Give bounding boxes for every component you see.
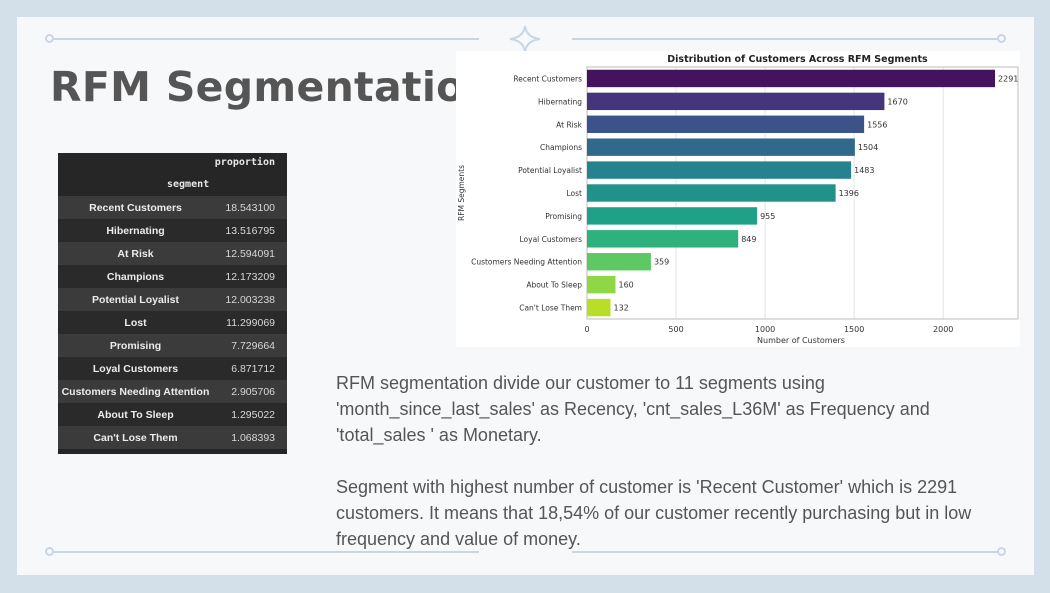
table-row: Champions 12.173209 (58, 265, 287, 288)
bar (587, 115, 865, 133)
table-row: Lost 11.299069 (58, 311, 287, 334)
x-tick-label: 1500 (844, 325, 864, 334)
chart-svg: 2291 Recent Customers 1670 Hibernating 1556 A… (457, 54, 1019, 345)
y-tick-label: Loyal Customers (520, 235, 583, 244)
y-tick-label: About To Sleep (526, 281, 582, 290)
bar (587, 275, 616, 294)
bar (587, 184, 836, 202)
segment-name-cell: Potential Loyalist (92, 293, 179, 306)
bar (587, 138, 855, 156)
x-tick-label: 0 (584, 325, 589, 334)
top-rule-right-dot (997, 34, 1006, 43)
y-tick-label: Customers Needing Attention (471, 258, 582, 267)
bottom-rule-right (572, 551, 1002, 553)
table-row: Can't Lose Them 1.068393 (58, 426, 287, 449)
segment-name-cell: About To Sleep (97, 408, 174, 421)
bar (587, 92, 885, 111)
y-tick-label: Can't Lose Them (519, 304, 582, 313)
segment-name-cell: Hibernating (106, 224, 165, 237)
bottom-rule-left-dot (45, 547, 54, 556)
description: RFM segmentation divide our customer to … (336, 370, 996, 552)
description-paragraph-1: RFM segmentation divide our customer to … (336, 373, 930, 445)
y-tick-label: Hibernating (538, 97, 582, 106)
bar-value-label: 160 (618, 281, 633, 290)
bar-value-label: 132 (614, 304, 629, 313)
segment-name-cell: Recent Customers (89, 201, 182, 214)
proportion-cell: 1.295022 (231, 408, 275, 421)
x-tick-label: 1000 (755, 325, 775, 334)
bottom-rule-right-dot (997, 547, 1006, 556)
proportion-cell: 7.729664 (231, 339, 275, 352)
bar-value-label: 2291 (998, 74, 1018, 83)
y-axis-label: RFM Segments (457, 165, 466, 221)
bar-value-label: 1504 (858, 143, 878, 152)
table-row: About To Sleep 1.295022 (58, 403, 287, 426)
y-tick-label: Potential Loyalist (518, 166, 582, 175)
table-row: Recent Customers 18.543100 (58, 196, 287, 219)
segment-name-cell: Customers Needing Attention (61, 385, 210, 398)
bar-value-label: 359 (654, 258, 669, 267)
table-row: Hibernating 13.516795 (58, 219, 287, 242)
bar (587, 253, 651, 271)
bar-value-label: 849 (741, 235, 756, 244)
description-paragraph-2: Segment with highest number of customer … (336, 477, 972, 549)
proportion-cell: 6.871712 (231, 362, 275, 375)
top-rule-left (54, 38, 479, 40)
bar-value-label: 1556 (867, 120, 887, 129)
chart-title: Distribution of Customers Across RFM Seg… (667, 54, 928, 65)
table-index-header: segment (167, 179, 210, 190)
bar-value-label: 1670 (887, 97, 907, 106)
y-tick-label: At Risk (556, 120, 583, 129)
proportion-cell: 12.594091 (225, 247, 275, 260)
bar-value-label: 955 (760, 212, 775, 221)
x-axis-label: Number of Customers (757, 336, 845, 345)
y-tick-label: Champions (540, 143, 582, 152)
proportion-cell: 12.003238 (225, 293, 275, 306)
x-tick-label: 2000 (933, 325, 953, 334)
table-column-header: proportion (214, 157, 275, 168)
y-tick-label: Recent Customers (513, 74, 582, 83)
proportion-table: proportion segment Recent Customers 18.54… (58, 153, 287, 454)
bar (587, 298, 611, 317)
bar-value-label: 1396 (839, 189, 859, 198)
y-tick-label: Promising (545, 212, 582, 221)
table-row: Promising 7.729664 (58, 334, 287, 357)
bar (587, 161, 852, 179)
table-row: Customers Needing Attention 2.905706 (58, 380, 287, 403)
segment-name-cell: Champions (106, 270, 165, 283)
proportion-cell: 11.299069 (226, 316, 275, 329)
page-title: RFM Segmentation (50, 63, 495, 111)
bar-value-label: 1483 (854, 166, 874, 175)
segment-name-cell: Can't Lose Them (93, 431, 178, 444)
x-tick-label: 500 (668, 325, 683, 334)
bar (587, 69, 996, 88)
bar-chart: 2291 Recent Customers 1670 Hibernating 1556 A… (456, 51, 1020, 347)
proportion-cell: 13.516795 (225, 224, 275, 237)
segment-name-cell: Promising (109, 339, 162, 352)
proportion-cell: 12.173209 (225, 270, 275, 283)
y-tick-label: Lost (567, 189, 583, 198)
top-rule-right (572, 38, 1002, 40)
proportion-cell: 1.068393 (231, 431, 275, 444)
bar (587, 230, 739, 248)
bar (587, 207, 758, 225)
bottom-rule-left (54, 551, 479, 553)
top-rule-left-dot (45, 34, 54, 43)
proportion-cell: 2.905706 (231, 385, 275, 398)
table-row: At Risk 12.594091 (58, 242, 287, 265)
sparkle-icon (509, 25, 541, 53)
segment-name-cell: Lost (124, 316, 147, 329)
table-row: Loyal Customers 6.871712 (58, 357, 287, 380)
table-row: Potential Loyalist 12.003238 (58, 288, 287, 311)
segment-name-cell: Loyal Customers (92, 362, 179, 375)
proportion-cell: 18.543100 (225, 201, 275, 214)
segment-name-cell: At Risk (117, 247, 154, 260)
